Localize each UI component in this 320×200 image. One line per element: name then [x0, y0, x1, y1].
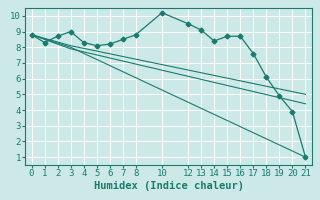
- X-axis label: Humidex (Indice chaleur): Humidex (Indice chaleur): [93, 181, 244, 191]
